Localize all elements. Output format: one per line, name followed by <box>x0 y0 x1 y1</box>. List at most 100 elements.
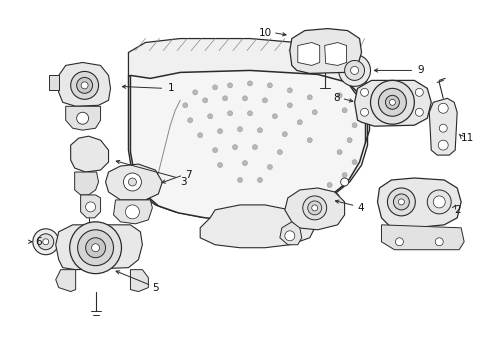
Circle shape <box>342 172 346 177</box>
Polygon shape <box>324 42 346 66</box>
Text: 8: 8 <box>332 93 339 103</box>
Circle shape <box>212 148 217 153</box>
Circle shape <box>247 111 252 116</box>
Polygon shape <box>200 205 314 248</box>
Circle shape <box>336 150 342 154</box>
Polygon shape <box>289 28 361 73</box>
Circle shape <box>385 95 399 109</box>
Polygon shape <box>428 98 456 155</box>
Circle shape <box>326 183 331 188</box>
Text: 2: 2 <box>453 205 460 215</box>
Circle shape <box>78 230 113 266</box>
Circle shape <box>350 67 358 75</box>
Circle shape <box>437 140 447 150</box>
Circle shape <box>351 159 356 165</box>
Circle shape <box>388 99 395 105</box>
Circle shape <box>242 161 247 166</box>
Text: 11: 11 <box>460 133 473 143</box>
Circle shape <box>351 123 356 128</box>
Polygon shape <box>128 39 367 88</box>
Circle shape <box>306 95 312 100</box>
Circle shape <box>427 190 450 214</box>
Circle shape <box>340 178 348 186</box>
Circle shape <box>69 222 121 274</box>
Circle shape <box>282 132 287 137</box>
Polygon shape <box>49 75 59 90</box>
Polygon shape <box>56 270 76 292</box>
Circle shape <box>398 199 404 205</box>
Polygon shape <box>377 178 460 228</box>
Text: 5: 5 <box>152 283 159 293</box>
Polygon shape <box>130 71 365 220</box>
Circle shape <box>38 234 54 250</box>
Circle shape <box>257 177 262 183</box>
Text: 7: 7 <box>185 170 191 180</box>
Circle shape <box>77 112 88 124</box>
Circle shape <box>252 145 257 150</box>
Text: 6: 6 <box>35 237 41 247</box>
Circle shape <box>302 196 326 220</box>
Polygon shape <box>297 42 319 66</box>
Polygon shape <box>128 75 367 218</box>
Polygon shape <box>71 136 108 172</box>
Circle shape <box>85 238 105 258</box>
Polygon shape <box>130 270 148 292</box>
Circle shape <box>287 88 292 93</box>
Circle shape <box>187 118 192 123</box>
Polygon shape <box>56 225 142 270</box>
Circle shape <box>91 244 100 252</box>
Circle shape <box>262 98 267 103</box>
Circle shape <box>217 129 222 134</box>
Circle shape <box>329 193 339 203</box>
Circle shape <box>395 238 403 246</box>
Circle shape <box>42 239 49 245</box>
Circle shape <box>227 83 232 88</box>
Polygon shape <box>113 200 152 224</box>
Circle shape <box>192 90 197 95</box>
Circle shape <box>312 110 317 115</box>
Polygon shape <box>354 80 430 126</box>
Circle shape <box>307 201 321 215</box>
Circle shape <box>360 88 368 96</box>
Circle shape <box>344 60 364 80</box>
Circle shape <box>197 133 202 138</box>
Circle shape <box>311 205 317 211</box>
Polygon shape <box>75 172 99 195</box>
Circle shape <box>267 165 272 170</box>
Circle shape <box>306 138 312 143</box>
Text: 9: 9 <box>416 66 423 76</box>
Circle shape <box>434 238 442 246</box>
Circle shape <box>360 108 368 116</box>
Circle shape <box>432 196 444 208</box>
Polygon shape <box>81 195 101 218</box>
Polygon shape <box>381 225 463 250</box>
Circle shape <box>277 150 282 154</box>
Circle shape <box>217 163 222 167</box>
Circle shape <box>128 178 136 186</box>
Text: 4: 4 <box>357 203 364 213</box>
Circle shape <box>346 138 351 143</box>
Circle shape <box>338 54 370 86</box>
Circle shape <box>237 127 242 132</box>
Circle shape <box>285 231 294 241</box>
Circle shape <box>85 202 95 212</box>
Circle shape <box>123 173 141 191</box>
Text: 10: 10 <box>258 28 271 37</box>
Circle shape <box>222 96 227 101</box>
Circle shape <box>247 81 252 86</box>
Circle shape <box>183 103 187 108</box>
Circle shape <box>378 88 406 116</box>
Circle shape <box>336 93 342 98</box>
Circle shape <box>393 194 408 210</box>
Circle shape <box>414 88 423 96</box>
Circle shape <box>232 145 237 150</box>
Polygon shape <box>105 164 162 200</box>
Circle shape <box>227 111 232 116</box>
Circle shape <box>437 103 447 113</box>
Polygon shape <box>285 188 344 230</box>
Circle shape <box>342 108 346 113</box>
Circle shape <box>242 96 247 101</box>
Circle shape <box>297 120 302 125</box>
Circle shape <box>77 77 92 93</box>
Circle shape <box>257 128 262 133</box>
